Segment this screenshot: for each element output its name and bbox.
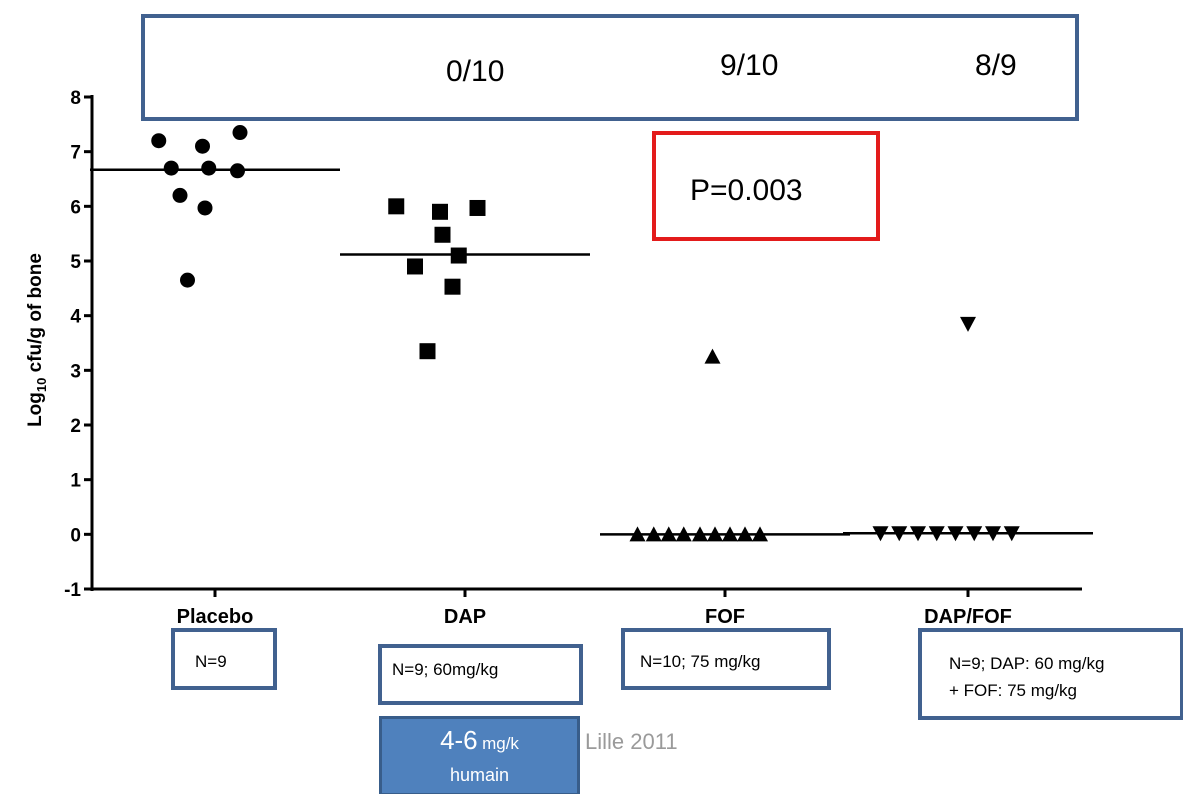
y-tick-label: 6 [70, 197, 81, 218]
y-tick-label: 2 [70, 416, 81, 437]
y-tick-label: 3 [70, 361, 81, 382]
p-value-label: P=0.003 [690, 174, 803, 207]
y-tick-label: 7 [70, 143, 81, 164]
note-combo-line1: N=9; DAP: 60 mg/kg [949, 654, 1105, 673]
data-point-placebo [163, 160, 179, 176]
data-point-dap-fof [928, 526, 945, 542]
data-point-dap-fof [872, 526, 889, 542]
data-point-placebo [195, 138, 210, 154]
note-combo-line2: + FOF: 75 mg/kg [949, 681, 1078, 700]
data-point-dap [407, 258, 423, 275]
data-point-fof [737, 526, 753, 542]
data-point-fof [675, 526, 692, 542]
data-point-fof [707, 526, 723, 542]
human-dose-box: 4-6 mg/k humain [379, 716, 580, 794]
data-point-fof [722, 526, 738, 542]
data-point-dap-fof [1003, 526, 1020, 542]
note-box-dap [378, 644, 583, 705]
data-point-dap [434, 226, 451, 243]
human-dose-label: humain [449, 765, 510, 785]
y-tick-label: 8 [70, 88, 81, 109]
note-box-fof [621, 628, 831, 690]
data-point-dap-fof [891, 526, 908, 542]
note-fof: N=10; 75 mg/kg [640, 652, 761, 671]
x-tick-label-dap-fof: DAP/FOF [924, 606, 1012, 628]
ratio-fof: 9/10 [720, 49, 779, 82]
data-point-dap-fof [960, 316, 976, 332]
note-box-placebo [171, 628, 277, 690]
data-point-fof [645, 526, 662, 542]
y-tick-label: 0 [70, 525, 81, 546]
x-tick-label-fof: FOF [705, 606, 745, 628]
data-point-placebo [201, 160, 217, 176]
ratio-dap: 0/10 [446, 55, 505, 88]
reference-text: Lille 2011 [585, 729, 678, 754]
x-tick-label-dap: DAP [444, 606, 486, 628]
data-point-dap [419, 343, 436, 360]
y-tick-label: 1 [70, 471, 81, 492]
y-tick-label: 5 [70, 252, 81, 273]
data-point-placebo [180, 272, 195, 288]
chart-axes: -1 0 1 2 3 4 5 6 7 8 Placebo DAP FOF DAP/FOF [64, 88, 1082, 628]
y-axis-label: Log10 cfu/g of bone [25, 253, 49, 427]
note-placebo: N=9 [195, 652, 227, 671]
data-point-placebo [232, 125, 248, 141]
ratio-combo: 8/9 [975, 49, 1017, 82]
chart-marks [90, 125, 1093, 542]
data-point-dap [444, 278, 461, 295]
data-point-fof [629, 526, 646, 542]
human-dose-value: 4-6 [440, 725, 478, 755]
data-point-dap-fof [985, 526, 1001, 542]
human-dose-unit: mg/k [482, 734, 519, 753]
data-point-fof [660, 526, 677, 542]
note-dap: N=9; 60mg/kg [392, 660, 499, 679]
data-point-placebo [230, 163, 245, 179]
data-point-dap-fof [947, 526, 964, 542]
data-point-dap [388, 198, 405, 215]
note-box-combo [918, 628, 1183, 720]
data-point-dap [450, 247, 467, 264]
data-point-dap [469, 199, 486, 216]
x-tick-label-placebo: Placebo [177, 606, 254, 628]
data-point-dap-fof [910, 526, 926, 542]
data-point-placebo [151, 133, 167, 149]
data-point-dap-fof [966, 526, 983, 542]
data-point-dap [432, 203, 448, 220]
y-tick-label: -1 [64, 580, 81, 601]
data-point-fof [704, 348, 721, 364]
data-point-placebo [172, 187, 188, 203]
data-point-fof [752, 526, 768, 542]
y-tick-label: 4 [70, 307, 81, 328]
data-point-placebo [197, 200, 213, 216]
data-point-fof [692, 526, 708, 542]
p-value-box [652, 131, 880, 241]
ratio-box [141, 14, 1079, 121]
